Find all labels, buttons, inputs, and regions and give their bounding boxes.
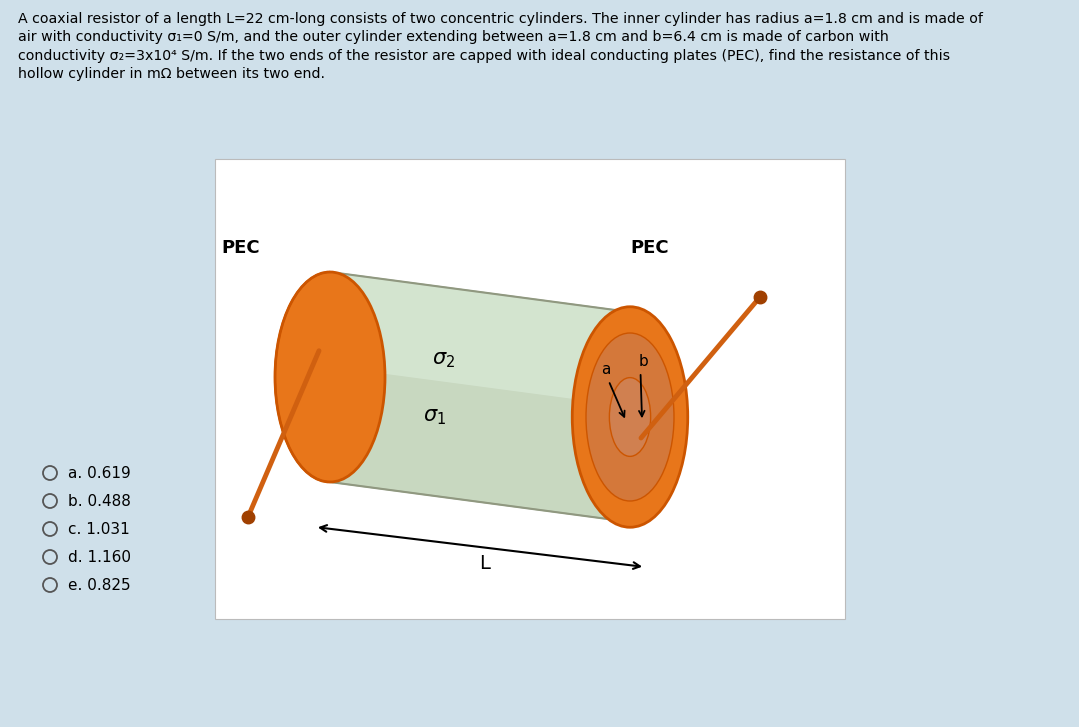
Text: a. 0.619: a. 0.619 <box>68 465 131 481</box>
Text: a: a <box>601 363 611 377</box>
Text: PEC: PEC <box>631 239 669 257</box>
FancyBboxPatch shape <box>215 159 845 619</box>
Text: e. 0.825: e. 0.825 <box>68 577 131 593</box>
Text: d. 1.160: d. 1.160 <box>68 550 131 564</box>
Text: L: L <box>479 554 491 573</box>
Text: $\sigma_1$: $\sigma_1$ <box>423 406 447 427</box>
Ellipse shape <box>586 333 674 501</box>
Text: b: b <box>639 354 648 369</box>
Ellipse shape <box>572 307 687 527</box>
Polygon shape <box>330 272 630 406</box>
Ellipse shape <box>275 272 385 482</box>
Text: c. 1.031: c. 1.031 <box>68 521 129 537</box>
Ellipse shape <box>610 377 651 457</box>
Text: b. 0.488: b. 0.488 <box>68 494 131 508</box>
Text: $\sigma_2$: $\sigma_2$ <box>433 350 455 370</box>
Text: A coaxial resistor of a length L=22 cm-long consists of two concentric cylinders: A coaxial resistor of a length L=22 cm-l… <box>18 12 983 81</box>
Text: PEC: PEC <box>221 239 260 257</box>
Polygon shape <box>330 272 630 522</box>
